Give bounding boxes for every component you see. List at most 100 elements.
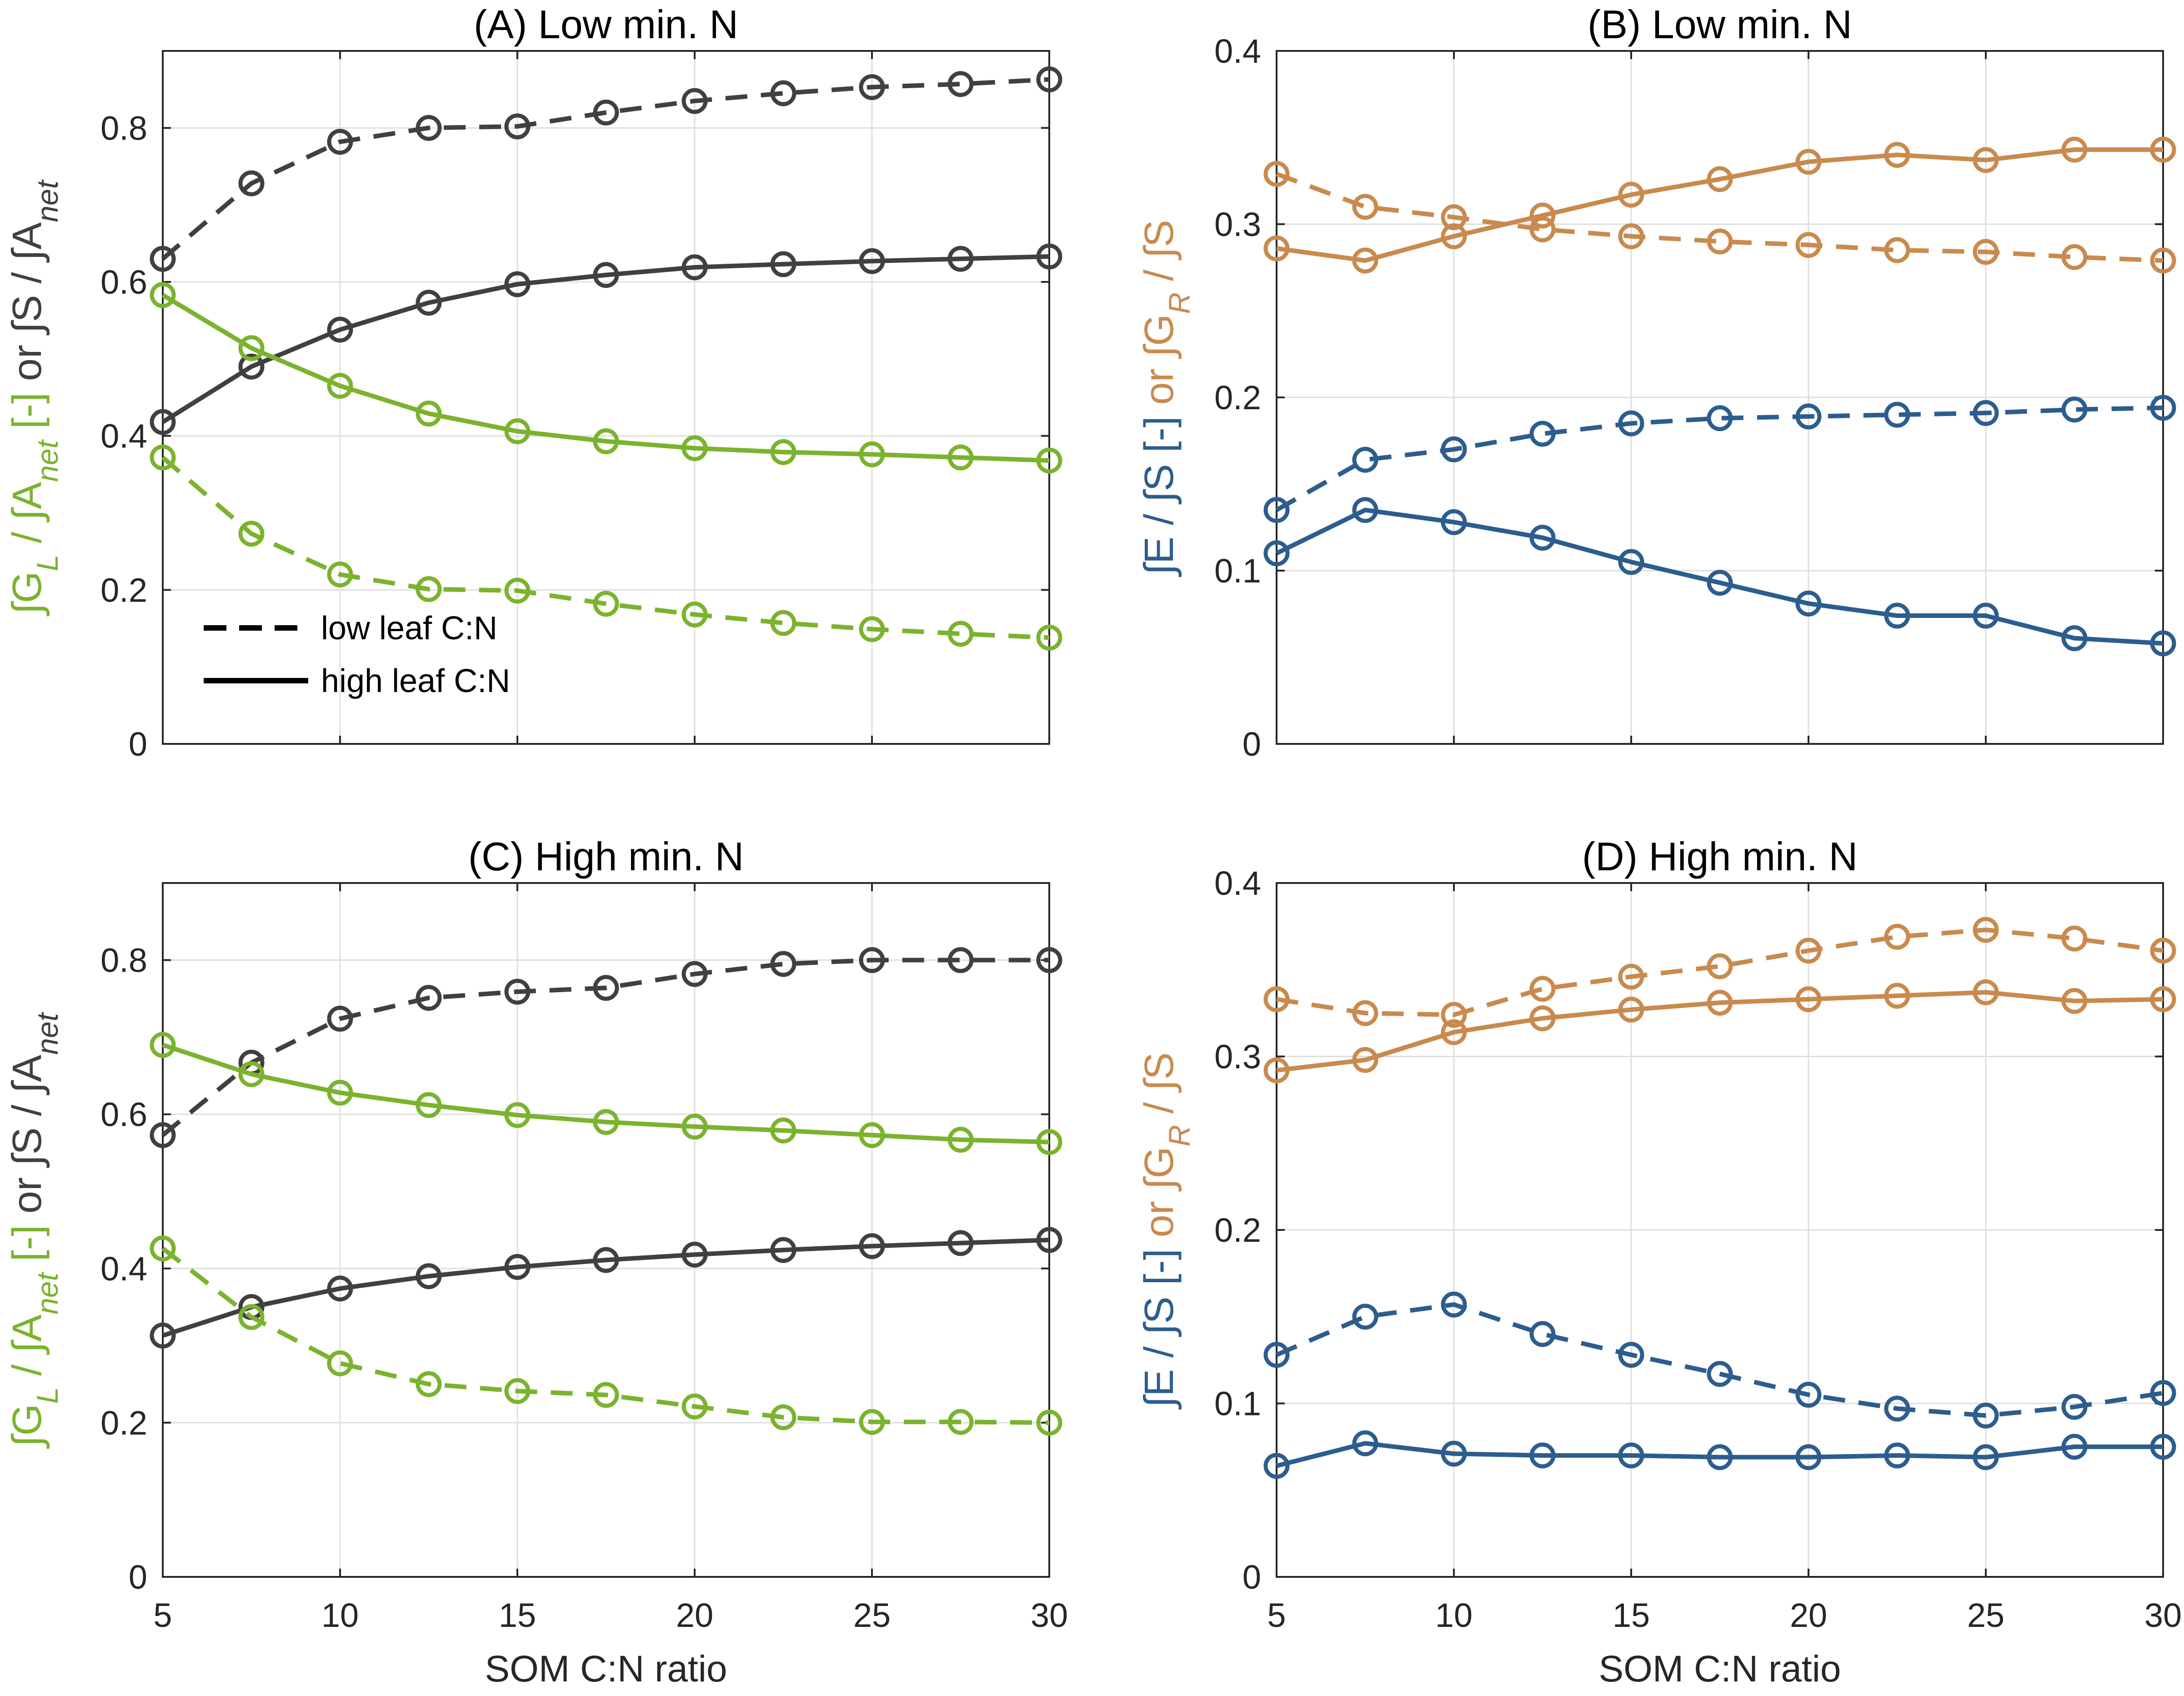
y-tick-label: 0: [1242, 1558, 1261, 1596]
data-point: [150, 1322, 176, 1349]
data-point: [1529, 1442, 1556, 1469]
data-point: [504, 978, 531, 1005]
data-point: [681, 1114, 708, 1140]
data-point: [1529, 525, 1556, 551]
series-line-3: [162, 1043, 1050, 1144]
data-point: [2150, 938, 2176, 964]
y-axis-label-part: or ∫G: [1137, 314, 1182, 416]
panel-d: 0 0.1 0.2 0.3 0.4 5 10 15 20 25 30 (D) High min. N S…: [1137, 834, 2182, 1690]
data-point: [1618, 223, 1644, 250]
y-tick-label: 0.3: [1214, 206, 1261, 243]
y-tick-label: 0: [129, 1558, 147, 1596]
data-point: [416, 1263, 442, 1290]
data-point: [593, 1109, 619, 1135]
data-point: [1352, 247, 1378, 274]
data-point: [681, 1241, 708, 1268]
legend-label: low leaf C:N: [321, 610, 497, 647]
data-point: [416, 985, 442, 1011]
series-line-2: [1276, 147, 2163, 263]
y-tick-label: 0.2: [100, 1404, 147, 1442]
data-point: [681, 961, 708, 987]
data-point: [2061, 1434, 2088, 1460]
data-point: [1441, 1019, 1467, 1045]
data-point: [593, 1382, 619, 1408]
data-point: [770, 951, 796, 977]
data-point: [327, 1005, 353, 1032]
data-point: [1884, 983, 1910, 1009]
data-point: [150, 444, 176, 471]
data-point: [2061, 244, 2088, 270]
data-point: [1036, 243, 1062, 270]
data-point: [1973, 1402, 1999, 1429]
data-point: [416, 1092, 442, 1118]
data-point: [770, 610, 796, 636]
data-point: [1441, 1002, 1467, 1028]
data-point: [2150, 136, 2176, 163]
y-axis-label-part: net: [30, 439, 64, 482]
panel-title: (C) High min. N: [468, 834, 744, 879]
data-point: [150, 1032, 176, 1058]
data-point: [150, 1122, 176, 1148]
data-point: [1036, 447, 1062, 474]
data-point: [1352, 1047, 1378, 1073]
data-point: [1263, 161, 1290, 187]
panel-b: 0 0.1 0.2 0.3 0.4 (B) Low min. N ∫E / ∫S [-] o…: [1137, 2, 2176, 763]
y-axis-label-part: net: [30, 1012, 64, 1054]
x-tick-label: 20: [676, 1596, 713, 1634]
data-point: [1618, 996, 1644, 1023]
data-point: [681, 435, 708, 462]
data-point: [947, 1127, 974, 1153]
data-point: [1707, 989, 1733, 1016]
y-tick-label: 0.8: [100, 109, 147, 147]
data-point: [947, 947, 974, 973]
data-point: [1263, 986, 1290, 1013]
y-axis-label-part: net: [30, 1272, 64, 1315]
data-point: [1884, 602, 1910, 629]
data-point: [416, 576, 442, 602]
y-tick-label: 0.2: [1214, 1211, 1261, 1249]
data-point: [1263, 1453, 1290, 1479]
panel-title: (A) Low min. N: [474, 2, 738, 47]
series-line-2: [1276, 990, 2164, 1073]
data-point: [1352, 1304, 1378, 1330]
data-point: [327, 1275, 353, 1302]
data-point: [504, 271, 531, 297]
series-line-4: [161, 456, 1050, 640]
data-point: [859, 947, 885, 973]
y-tick-label: 0.4: [1214, 32, 1261, 70]
data-point: [593, 1247, 619, 1273]
data-point: [1973, 1444, 1999, 1470]
x-tick-label: 10: [321, 1596, 359, 1634]
data-point: [1352, 194, 1378, 220]
data-point: [1884, 1395, 1910, 1422]
data-point: [1795, 1444, 1822, 1470]
data-point: [1441, 436, 1467, 462]
data-point: [150, 246, 176, 272]
data-point: [416, 401, 442, 427]
data-point: [859, 1409, 885, 1435]
y-axis-label-part: L: [30, 1387, 64, 1404]
panel-title: (B) Low min. N: [1588, 2, 1852, 47]
data-point: [770, 251, 796, 277]
data-point: [1973, 979, 1999, 1005]
series-line-3: [1275, 405, 2164, 512]
y-axis-label-part: ∫E / ∫S [-]: [1137, 416, 1182, 577]
data-point: [681, 602, 708, 628]
data-point: [2061, 625, 2088, 652]
data-point: [947, 1409, 974, 1435]
y-axis-label-part: or ∫G: [1137, 1147, 1182, 1249]
data-point: [2061, 396, 2088, 423]
data-point: [238, 1061, 265, 1087]
data-point: [504, 418, 531, 445]
data-point: [1263, 1342, 1290, 1368]
data-point: [1036, 624, 1062, 651]
y-axis-label-part: / ∫A: [5, 1315, 50, 1387]
series-line-3: [161, 293, 1050, 463]
data-point: [504, 577, 531, 604]
y-tick-label: 0.6: [100, 263, 147, 301]
data-point: [2150, 986, 2176, 1013]
y-axis-label-part: / ∫S: [1137, 1052, 1182, 1125]
y-tick-label: 0.4: [1214, 864, 1261, 902]
series-line-4: [1276, 1441, 2163, 1468]
data-point: [1036, 66, 1062, 93]
